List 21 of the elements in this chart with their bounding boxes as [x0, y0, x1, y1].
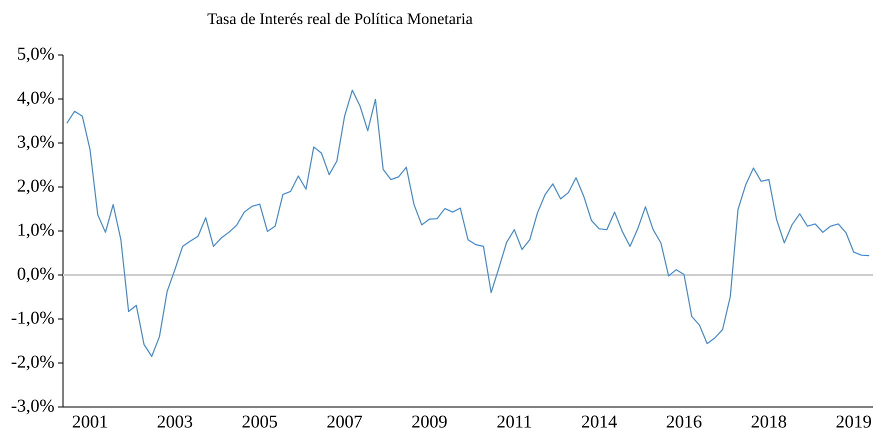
chart-title: Tasa de Interés real de Política Monetaria [208, 12, 473, 24]
x-tick-label: 2005 [242, 416, 278, 428]
x-tick-label: 2011 [497, 416, 531, 428]
x-tick-label: 2019 [836, 416, 871, 428]
x-tick-label: 2001 [72, 416, 107, 428]
x-tick-label: 2018 [752, 416, 786, 428]
y-tick-label: 2,0% [18, 180, 54, 194]
y-tick-label: 5,0% [18, 48, 54, 62]
y-tick-label: -2,0% [12, 356, 54, 370]
x-tick-label: 2009 [412, 416, 447, 428]
x-tick-label: 2014 [582, 416, 617, 428]
x-tick-label: 2007 [327, 416, 362, 428]
y-tick-label: 3,0% [18, 136, 54, 150]
y-tick-label: 1,0% [18, 224, 54, 238]
line-series [66, 90, 870, 357]
y-tick-label: 0,0% [18, 268, 54, 282]
y-tick-label: -3,0% [12, 400, 54, 414]
y-tick-label: 4,0% [17, 92, 54, 106]
y-tick-label: -1,0% [12, 312, 54, 326]
x-tick-label: 2016 [666, 416, 702, 428]
x-tick-label: 2003 [158, 416, 192, 428]
